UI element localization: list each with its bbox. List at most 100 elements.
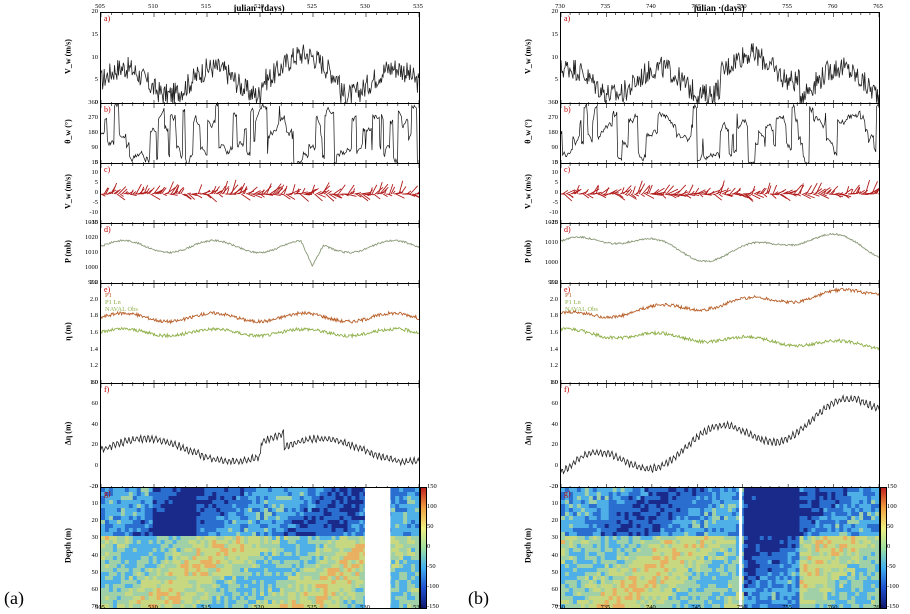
heatmap-cell: [391, 524, 396, 529]
heatmap-cell: [236, 572, 241, 577]
heatmap-cell: [636, 524, 641, 529]
heatmap-cell: [572, 544, 578, 549]
heatmap-cell: [291, 556, 297, 561]
heatmap-cell: [795, 520, 800, 525]
heatmap-cell: [656, 496, 661, 501]
heatmap-cell: [347, 536, 352, 541]
heatmap-cell: [704, 536, 709, 541]
heatmap-cell: [260, 536, 265, 541]
heatmap-cell: [596, 548, 602, 553]
heatmap-cell: [347, 600, 352, 605]
heatmap-cell: [731, 540, 737, 545]
heatmap-cell: [164, 592, 170, 597]
heatmap-cell: [680, 528, 685, 533]
y-axis-label: V_w (m/s): [63, 38, 73, 74]
heatmap-cell: [212, 576, 217, 581]
heatmap-cell: [252, 528, 257, 533]
wind-vector-stick: [413, 193, 419, 198]
heatmap-cell: [835, 532, 840, 537]
heatmap-cell: [855, 584, 860, 589]
heatmap-cell: [212, 568, 217, 573]
heatmap-cell: [783, 576, 789, 581]
heatmap-cell: [743, 508, 749, 513]
panel-label: b): [564, 105, 571, 114]
heatmap-cell: [407, 544, 412, 549]
heatmap-cell: [775, 584, 781, 589]
wind-vector-stick: [367, 193, 374, 196]
heatmap-cell: [120, 552, 126, 557]
heatmap-cell: [783, 508, 789, 513]
heatmap-cell: [795, 500, 800, 505]
heatmap-cell: [303, 544, 309, 549]
heatmap-cell: [252, 536, 257, 541]
heatmap-cell: [636, 512, 641, 517]
heatmap-cell: [184, 604, 189, 608]
heatmap-cell: [767, 556, 773, 561]
heatmap-cell: [240, 552, 245, 557]
heatmap-cell: [668, 512, 673, 517]
heatmap-cell: [652, 560, 657, 565]
heatmap-cell: [136, 580, 142, 585]
heatmap-cell: [144, 564, 150, 569]
heatmap-cell: [411, 544, 416, 549]
heatmap-cell: [104, 596, 110, 601]
heatmap-cell: [807, 572, 812, 577]
heatmap-cell: [640, 512, 645, 517]
heatmap-cell: [176, 560, 181, 565]
heatmap-cell: [712, 544, 717, 549]
wind-vector-stick: [640, 193, 646, 197]
heatmap-cell: [144, 600, 150, 605]
heatmap-cell: [700, 552, 705, 557]
top-x-tick: 520: [254, 3, 264, 10]
heatmap-cell: [279, 508, 285, 513]
heatmap-cell: [580, 512, 586, 517]
heatmap-cell: [815, 540, 820, 545]
heatmap-cell: [624, 516, 630, 521]
heatmap-cell: [775, 560, 781, 565]
y-axis-label: P (mb): [63, 240, 73, 263]
heatmap-cell: [236, 576, 241, 581]
bottom-x-tick: 505: [95, 604, 105, 611]
heatmap-cell: [680, 544, 685, 549]
heatmap-cell: [811, 500, 816, 505]
heatmap-cell: [572, 528, 578, 533]
heatmap-cell: [747, 508, 753, 513]
heatmap-cell: [184, 552, 189, 557]
heatmap-cell: [252, 524, 257, 529]
heatmap-cell: [200, 572, 205, 577]
heatmap-cell: [819, 492, 824, 497]
wind-vector-stick: [608, 189, 618, 195]
heatmap-cell: [712, 580, 717, 585]
heatmap-cell: [763, 580, 769, 585]
heatmap-cell: [224, 596, 229, 601]
heatmap-cell: [596, 492, 602, 497]
heatmap-cell: [415, 596, 419, 601]
wind-vector-stick: [595, 185, 599, 195]
heatmap-cell: [628, 524, 634, 529]
wind-vector-stick: [814, 188, 823, 195]
wind-vector-stick: [835, 192, 840, 195]
heatmap-cell: [411, 552, 416, 557]
heatmap-cell: [228, 492, 233, 497]
heatmap-cell: [152, 576, 158, 581]
wind-vector-stick: [362, 193, 371, 200]
heatmap-cell: [339, 560, 344, 565]
heatmap-cell: [616, 492, 622, 497]
heatmap-cell: [855, 492, 860, 497]
heatmap-cell: [727, 512, 733, 517]
heatmap-cell: [279, 500, 285, 505]
heatmap-cell: [399, 488, 404, 493]
heatmap-cell: [128, 576, 134, 581]
heatmap-cell: [596, 540, 602, 545]
wind-vector-stick: [360, 191, 371, 195]
heatmap-cell: [851, 548, 856, 553]
heatmap-cell: [172, 560, 178, 565]
heatmap-cell: [140, 584, 146, 589]
heatmap-cell: [815, 488, 820, 493]
wind-vector-stick: [193, 192, 198, 195]
heatmap-cell: [799, 524, 804, 529]
heatmap-cell: [291, 568, 297, 573]
heatmap-cell: [759, 540, 765, 545]
heatmap-cell: [735, 568, 741, 573]
heatmap-cell: [779, 548, 785, 553]
